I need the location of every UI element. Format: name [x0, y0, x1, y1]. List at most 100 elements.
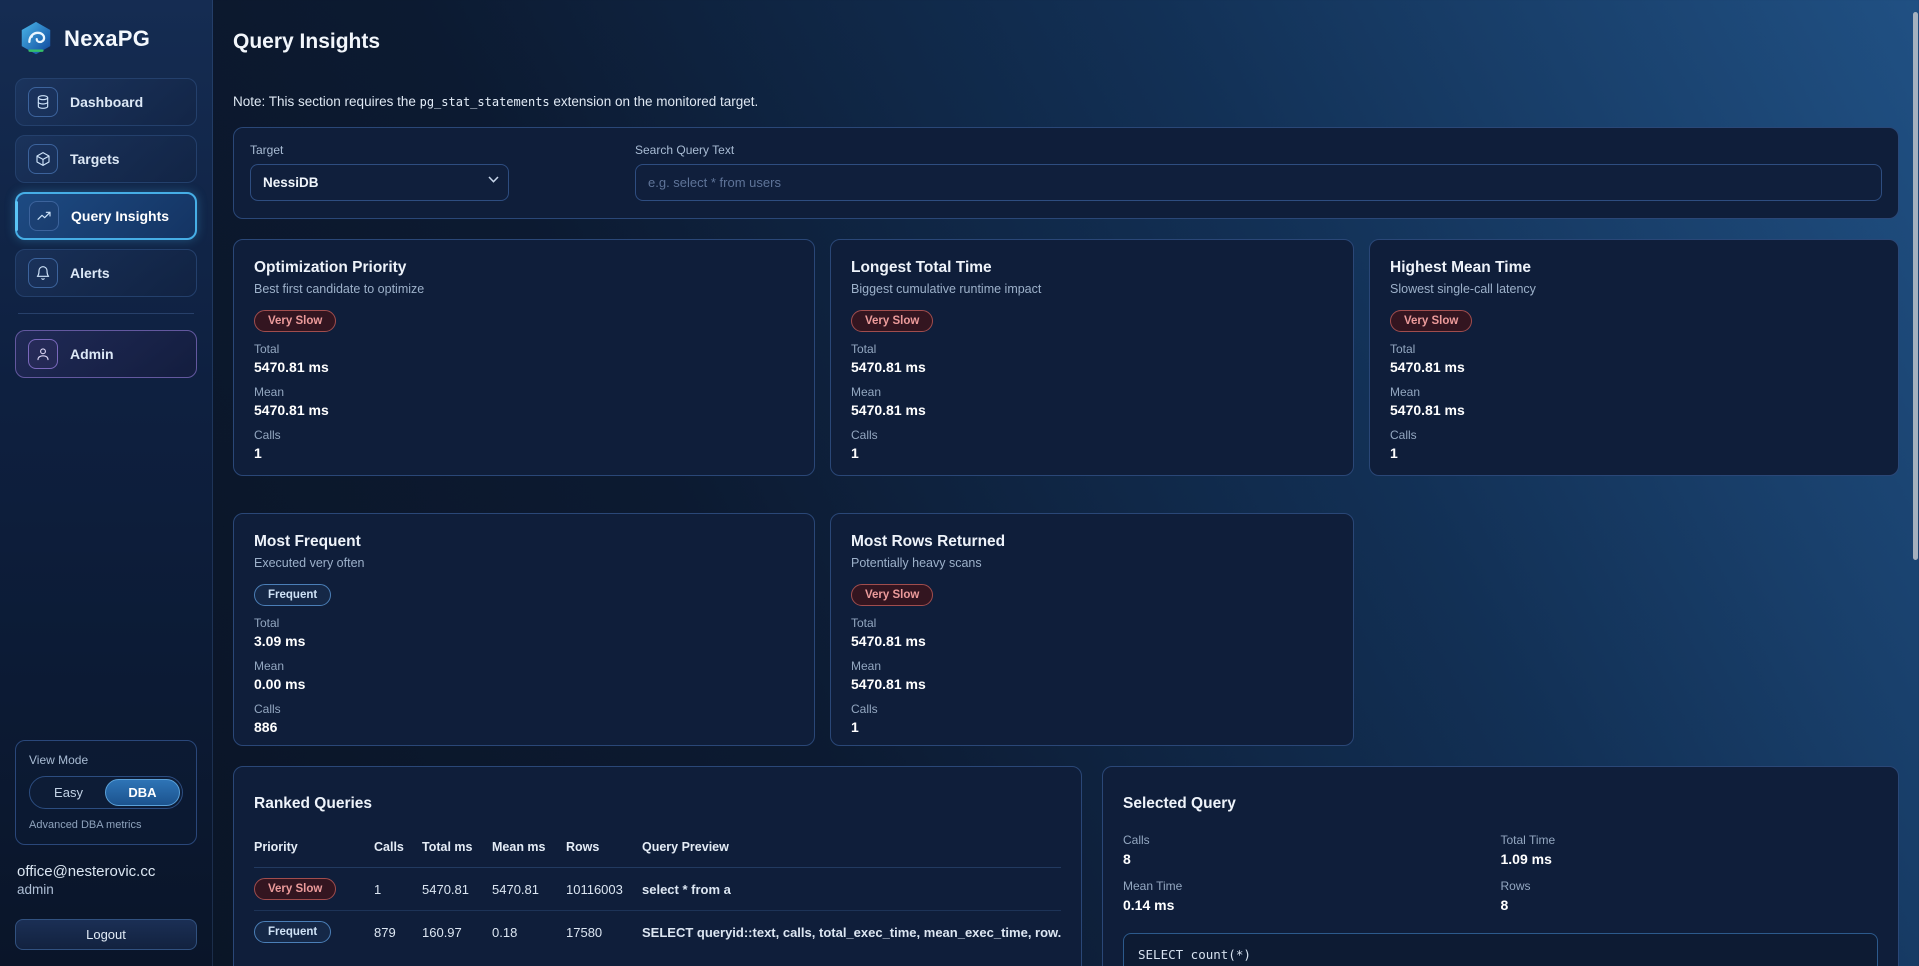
column-header-rows: Rows: [566, 840, 600, 854]
metric-label: Mean: [1390, 385, 1421, 399]
sidebar-item-label: Admin: [70, 346, 114, 362]
view-mode-hint: Advanced DBA metrics: [29, 819, 142, 831]
sidebar: NexaPG Dashboard Targets: [0, 0, 213, 966]
bottom-row: Ranked Queries Priority Calls Total ms M…: [233, 766, 1899, 966]
cell-calls: 1: [374, 881, 382, 897]
stat-value: 1.09 ms: [1500, 851, 1552, 867]
selected-query-title: Selected Query: [1123, 795, 1236, 812]
view-mode-box: View Mode Easy DBA Advanced DBA metrics: [15, 740, 197, 845]
sidebar-item-label: Dashboard: [70, 94, 144, 110]
metric-label: Calls: [254, 428, 281, 442]
selected-query-stats: Calls 8 Total Time 1.09 ms Mean Time 0.1…: [1123, 833, 1878, 913]
view-mode-toggle[interactable]: Easy DBA: [29, 776, 183, 809]
stat-mean-time: Mean Time 0.14 ms: [1123, 879, 1501, 913]
stat-label: Rows: [1500, 879, 1531, 893]
table-row[interactable]: Very Slow 1 5470.81 5470.81 10116003 sel…: [254, 868, 1061, 911]
priority-badge: Very Slow: [254, 878, 337, 900]
metric-value: 886: [254, 719, 278, 735]
sidebar-item-label: Query Insights: [71, 208, 170, 224]
status-badge: Very Slow: [254, 310, 337, 332]
metric-value: 1: [254, 445, 262, 461]
metric-label: Mean: [254, 659, 285, 673]
stat-rows: Rows 8: [1501, 879, 1879, 913]
metric-value: 5470.81 ms: [851, 359, 926, 375]
metric-value: 1: [851, 445, 859, 461]
search-label: Search Query Text: [635, 143, 735, 157]
filter-panel: Target NessiDB Search Query Text: [233, 127, 1899, 219]
column-header-total-ms: Total ms: [422, 840, 473, 854]
target-select[interactable]: NessiDB: [250, 164, 509, 201]
metric-value: 5470.81 ms: [254, 402, 329, 418]
table-header-row: Priority Calls Total ms Mean ms Rows Que…: [254, 840, 1061, 868]
summary-cards-row-1: Optimization Priority Best first candida…: [233, 239, 1899, 476]
sidebar-item-targets[interactable]: Targets: [15, 135, 197, 183]
card-title: Highest Mean Time: [1390, 259, 1531, 276]
metric-value: 1: [1390, 445, 1398, 461]
card-subtitle: Best first candidate to optimize: [254, 282, 425, 296]
note-suffix: extension on the monitored target.: [549, 94, 759, 109]
app-title: NexaPG: [64, 26, 151, 51]
sidebar-item-label: Targets: [70, 151, 120, 167]
cell-total-ms: 5470.81: [422, 881, 469, 897]
card-longest-total-time: Longest Total Time Biggest cumulative ru…: [830, 239, 1354, 476]
page-title: Query Insights: [233, 30, 381, 53]
stat-label: Mean Time: [1123, 879, 1183, 893]
metric-label: Total: [1390, 342, 1416, 356]
cell-total-ms: 160.97: [422, 924, 462, 940]
metric-label: Total: [851, 342, 877, 356]
cell-mean-ms: 0.18: [492, 924, 518, 940]
cell-calls: 879: [374, 924, 396, 940]
database-icon: [28, 87, 58, 117]
note-code: pg_stat_statements: [419, 95, 550, 109]
stat-value: 8: [1500, 897, 1509, 913]
metric-label: Total: [254, 616, 280, 630]
ranked-queries-table: Priority Calls Total ms Mean ms Rows Que…: [254, 840, 1061, 953]
search-query-input[interactable]: [635, 164, 1882, 201]
card-title: Most Rows Returned: [851, 533, 1006, 550]
metric-label: Total: [851, 616, 877, 630]
card-highest-mean-time: Highest Mean Time Slowest single-call la…: [1369, 239, 1899, 476]
metric-label: Calls: [1390, 428, 1417, 442]
bell-icon: [28, 258, 58, 288]
view-mode-dba-button[interactable]: DBA: [105, 779, 180, 806]
logout-button[interactable]: Logout: [15, 919, 197, 950]
sidebar-item-alerts[interactable]: Alerts: [15, 249, 197, 297]
stat-value: 8: [1123, 851, 1131, 867]
column-header-query-preview: Query Preview: [642, 840, 729, 854]
stat-label: Calls: [1123, 833, 1150, 847]
sidebar-item-query-insights[interactable]: Query Insights: [15, 192, 197, 240]
ranked-queries-panel: Ranked Queries Priority Calls Total ms M…: [233, 766, 1082, 966]
trend-chart-icon: [29, 201, 59, 231]
sidebar-item-dashboard[interactable]: Dashboard: [15, 78, 197, 126]
metric-label: Calls: [851, 428, 878, 442]
metric-label: Calls: [851, 702, 878, 716]
column-header-mean-ms: Mean ms: [492, 840, 546, 854]
metric-value: 5470.81 ms: [851, 676, 926, 692]
sidebar-item-admin[interactable]: Admin: [15, 330, 197, 378]
stat-total-time: Total Time 1.09 ms: [1501, 833, 1879, 867]
card-most-rows-returned: Most Rows Returned Potentially heavy sca…: [830, 513, 1354, 746]
card-title: Longest Total Time: [851, 259, 992, 276]
table-row[interactable]: Frequent 879 160.97 0.18 17580 SELECT qu…: [254, 911, 1061, 953]
metric-value: 5470.81 ms: [1390, 402, 1465, 418]
sidebar-item-label: Alerts: [70, 265, 110, 281]
card-optimization-priority: Optimization Priority Best first candida…: [233, 239, 815, 476]
metric-value: 5470.81 ms: [254, 359, 329, 375]
vertical-scrollbar[interactable]: [1913, 12, 1918, 560]
metric-label: Total: [254, 342, 280, 356]
ranked-queries-title: Ranked Queries: [254, 795, 373, 812]
cell-mean-ms: 5470.81: [492, 881, 539, 897]
metric-value: 5470.81 ms: [851, 402, 926, 418]
cell-query-preview: select * from a: [642, 881, 731, 897]
view-mode-easy-button[interactable]: Easy: [54, 785, 83, 800]
card-subtitle: Potentially heavy scans: [851, 556, 982, 570]
target-label: Target: [250, 143, 284, 157]
metric-value: 5470.81 ms: [851, 633, 926, 649]
stat-value: 0.14 ms: [1123, 897, 1175, 913]
view-mode-label: View Mode: [29, 753, 89, 767]
card-subtitle: Slowest single-call latency: [1390, 282, 1536, 296]
user-email: office@nesterovic.cc: [17, 863, 156, 880]
metric-value: 0.00 ms: [254, 676, 306, 692]
card-subtitle: Biggest cumulative runtime impact: [851, 282, 1042, 296]
column-header-priority: Priority: [254, 840, 298, 854]
